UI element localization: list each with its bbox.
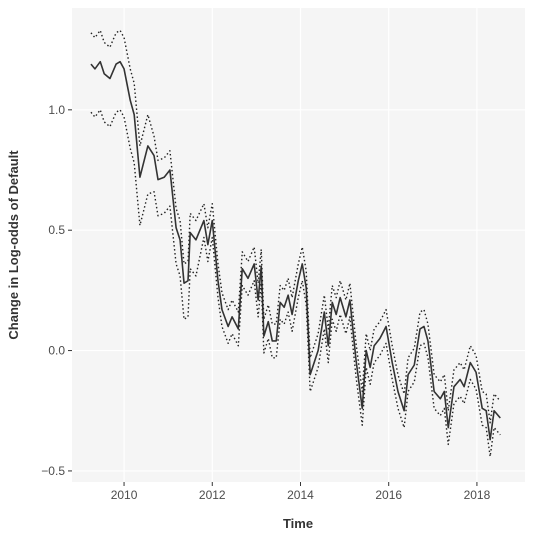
y-tick-label: −0.5 — [41, 464, 65, 478]
estimate-line — [90, 60, 501, 441]
x-tick-label: 2014 — [287, 488, 314, 502]
x-axis-title: Time — [283, 516, 313, 531]
x-tick-label: 2010 — [111, 488, 138, 502]
y-tick-label: 0.0 — [48, 344, 65, 358]
y-axis-title: Change in Log-odds of Default — [6, 150, 21, 340]
y-tick-label: 1.0 — [48, 103, 65, 117]
x-tick-label: 2012 — [199, 488, 226, 502]
y-tick-label: 0.5 — [48, 223, 65, 237]
plot-panel — [72, 8, 525, 482]
x-tick-label: 2016 — [375, 488, 402, 502]
x-tick-label: 2018 — [464, 488, 491, 502]
